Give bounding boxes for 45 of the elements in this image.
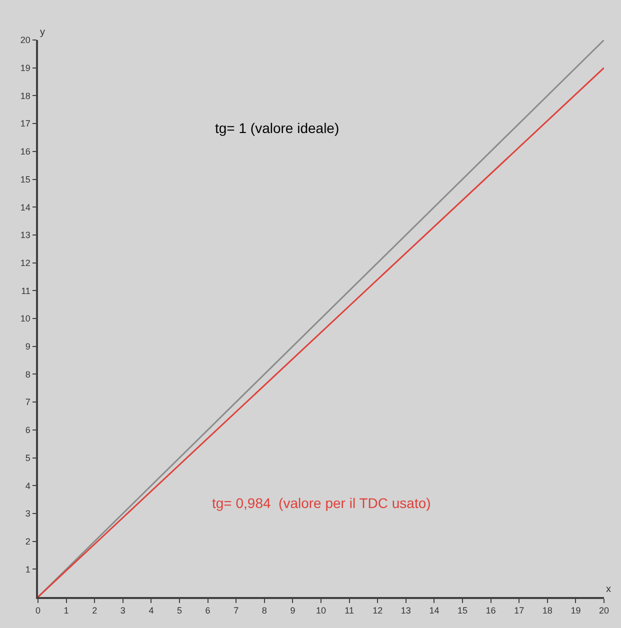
y-tick-label: 12 — [20, 258, 30, 268]
x-tick-label: 0 — [35, 606, 41, 616]
x-tick-label: 13 — [400, 606, 411, 616]
annotation: tg= 0,984 (valore per il TDC usato) — [212, 495, 431, 511]
x-tick-label: 2 — [92, 606, 98, 616]
x-tick-label: 1 — [64, 606, 69, 616]
annotation: tg= 1 (valore ideale) — [215, 120, 340, 136]
y-tick-label: 3 — [25, 508, 30, 519]
y-tick-label: 19 — [20, 63, 30, 73]
y-tick-label: 4 — [25, 480, 30, 491]
y-tick-label: 13 — [20, 230, 30, 240]
y-tick-label: 14 — [20, 202, 30, 212]
x-tick-label: 12 — [372, 606, 383, 616]
x-tick-label: 4 — [148, 606, 154, 616]
x-tick-label: 14 — [429, 606, 440, 616]
y-tick-label: 20 — [20, 35, 30, 46]
y-tick-label: 18 — [20, 90, 30, 101]
y-tick-label: 15 — [20, 174, 30, 184]
y-axis-title: y — [40, 27, 45, 38]
y-tick-label: 7 — [25, 397, 30, 408]
x-tick-label: 8 — [262, 606, 267, 616]
x-tick-label: 15 — [457, 606, 468, 616]
x-tick-label: 3 — [120, 606, 126, 616]
x-tick-label: 7 — [234, 606, 239, 616]
y-tick-label: 9 — [25, 342, 30, 352]
x-tick-label: 20 — [598, 606, 610, 616]
x-tick-label: 5 — [176, 606, 182, 616]
x-tick-label: 9 — [290, 606, 296, 616]
x-tick-label: 19 — [570, 606, 581, 616]
y-tick-label: 6 — [25, 425, 30, 436]
y-tick-label: 8 — [25, 369, 30, 380]
x-tick-label: 18 — [542, 606, 552, 616]
x-tick-label: 17 — [514, 606, 524, 616]
x-tick-label: 6 — [205, 606, 210, 616]
x-tick-label: 11 — [344, 606, 354, 616]
y-tick-label: 2 — [25, 536, 30, 546]
y-tick-label: 16 — [20, 146, 30, 157]
y-tick-label: 17 — [20, 118, 30, 129]
x-axis-title: x — [606, 584, 611, 595]
x-tick-label: 16 — [486, 606, 496, 616]
y-tick-label: 10 — [20, 314, 30, 324]
x-tick-label: 10 — [316, 606, 326, 616]
y-tick-label: 1 — [25, 564, 30, 574]
y-tick-label: 5 — [25, 452, 30, 463]
y-tick-label: 11 — [21, 286, 30, 296]
